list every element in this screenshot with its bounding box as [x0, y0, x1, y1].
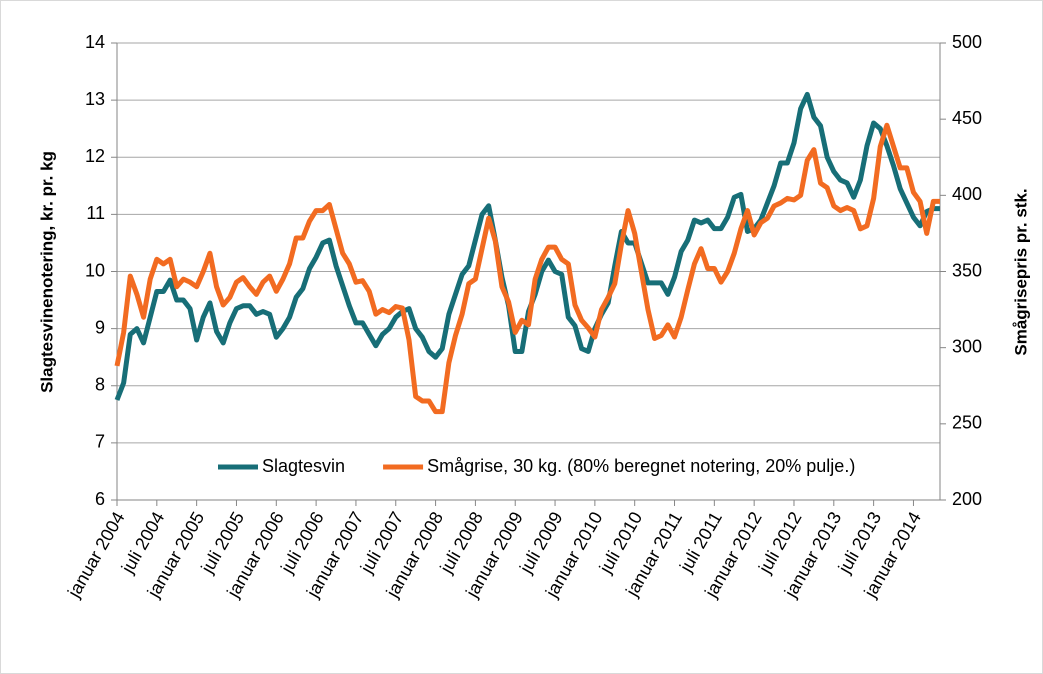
legend-label: Slagtesvin: [262, 456, 345, 476]
legend-label: Smågrise, 30 kg. (80% beregnet notering,…: [427, 456, 855, 476]
y-tick-label: 14: [85, 32, 105, 52]
y2-tick-label: 500: [952, 32, 982, 52]
series-line: [114, 122, 940, 415]
y-tick-label: 10: [85, 260, 105, 280]
y2-tick-label: 300: [952, 336, 982, 356]
y-tick-label: 9: [95, 317, 105, 337]
y2-tick-label: 350: [952, 260, 982, 280]
y-axis-title: Slagtesvinenotering, kr. pr. kg: [37, 151, 56, 393]
y-tick-label: 6: [95, 489, 105, 509]
y-tick-label: 7: [95, 432, 105, 452]
y-tick-label: 13: [85, 89, 105, 109]
y2-axis-title: Smågrisepris pr. stk.: [1011, 188, 1030, 355]
y-tick-label: 8: [95, 375, 105, 395]
y2-tick-label: 250: [952, 413, 982, 433]
y-tick-label: 12: [85, 146, 105, 166]
y2-tick-label: 200: [952, 489, 982, 509]
y-tick-label: 11: [86, 203, 105, 223]
y2-tick-label: 450: [952, 108, 982, 128]
y2-tick-label: 400: [952, 184, 982, 204]
